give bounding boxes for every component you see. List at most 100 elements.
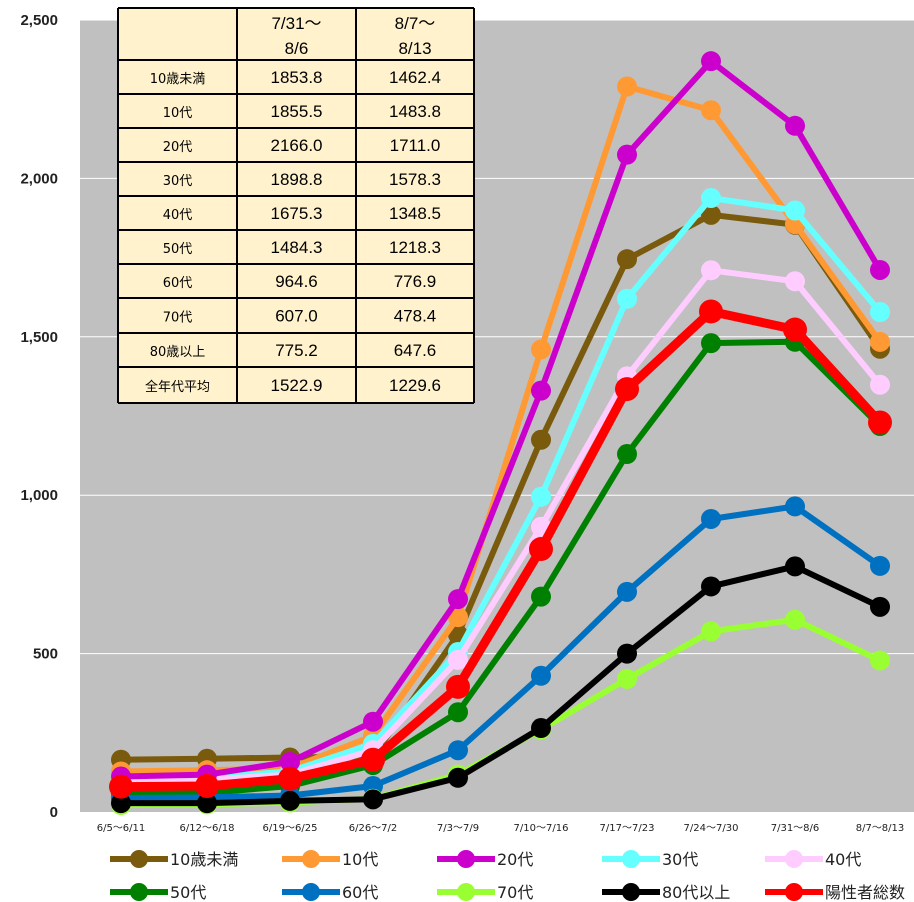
table-cell: 1229.6: [389, 376, 441, 395]
data-point: [531, 665, 551, 686]
legend-swatch-marker: [457, 883, 475, 901]
data-point: [531, 429, 551, 450]
table-cell: 1855.5: [271, 102, 323, 121]
legend-swatch-marker: [130, 883, 148, 901]
legend-label: 10代: [342, 850, 378, 869]
table-cell: 2166.0: [271, 136, 323, 155]
data-point: [785, 115, 805, 136]
data-point: [448, 702, 468, 723]
data-point: [870, 331, 890, 352]
table-cell: 776.9: [394, 272, 437, 291]
data-point: [361, 747, 385, 772]
legend: 10歳未満 10代 20代 30代 40代 50代 60代 70代 80代以上 陽性者総数: [110, 850, 905, 902]
data-point: [448, 589, 468, 610]
legend-item: 陽性者総数: [765, 883, 905, 902]
data-point: [699, 299, 723, 324]
legend-label: 40代: [825, 850, 861, 869]
data-point: [617, 249, 637, 270]
data-point: [195, 774, 219, 799]
data-point: [278, 766, 302, 791]
data-point: [617, 643, 637, 664]
x-tick-label: 7/24～7/30: [684, 823, 739, 834]
legend-swatch-marker: [785, 883, 803, 901]
legend-swatch-marker: [785, 850, 803, 868]
legend-label: 20代: [497, 850, 533, 869]
data-point: [617, 668, 637, 689]
data-point: [870, 301, 890, 322]
legend-item: 80代以上: [602, 883, 730, 902]
data-point: [617, 144, 637, 165]
series-line: [120, 267, 883, 784]
data-point: [446, 674, 470, 699]
legend-swatch-marker: [302, 883, 320, 901]
data-point: [701, 204, 721, 225]
legend-swatch-marker: [622, 883, 640, 901]
table-header-cell: 7/31～: [271, 14, 321, 33]
table-row-label: 70代: [163, 311, 193, 326]
x-tick-label: 7/3～7/9: [437, 823, 479, 834]
legend-label: 50代: [170, 883, 206, 902]
data-point: [868, 410, 892, 435]
table-row-label: 40代: [163, 208, 193, 223]
data-point: [785, 496, 805, 517]
table-cell: 1853.8: [271, 68, 323, 87]
data-point: [701, 100, 721, 121]
legend-item: 60代: [282, 883, 378, 902]
legend-item: 10歳未満: [110, 850, 238, 869]
data-point: [531, 339, 551, 360]
table-row-label: 10代: [163, 106, 193, 121]
table-cell: 1675.3: [271, 204, 323, 223]
data-point: [785, 609, 805, 630]
data-point: [870, 259, 890, 280]
data-point: [870, 650, 890, 671]
legend-item: 20代: [437, 850, 533, 869]
data-point: [529, 537, 553, 562]
legend-label: 30代: [662, 850, 698, 869]
data-point: [783, 317, 807, 342]
table-cell: 1522.9: [271, 376, 323, 395]
data-point: [111, 793, 131, 814]
legend-label: 80代以上: [662, 883, 730, 902]
data-point: [617, 444, 637, 465]
legend-label: 陽性者総数: [825, 883, 905, 902]
data-point: [785, 271, 805, 292]
legend-label: 10歳未満: [170, 850, 238, 869]
data-point: [701, 260, 721, 281]
legend-swatch-marker: [622, 850, 640, 868]
data-point: [448, 649, 468, 670]
data-point: [531, 380, 551, 401]
data-table: 7/31～ 8/6 8/7～ 8/13 10歳未満 1853.8 1462.4 10代 1855…: [117, 7, 475, 404]
data-point: [531, 718, 551, 739]
x-tick-label: 6/19～6/25: [263, 823, 318, 834]
data-point: [701, 508, 721, 529]
table-cell: 1348.5: [389, 204, 441, 223]
data-point: [280, 790, 300, 811]
table-row-label: 30代: [163, 174, 193, 189]
series-line: [120, 58, 883, 780]
y-tick-label: 500: [33, 646, 58, 663]
y-tick-label: 1,500: [20, 329, 58, 346]
data-point: [701, 621, 721, 642]
y-tick-label: 2,500: [20, 12, 58, 29]
x-tick-label: 8/7～8/13: [856, 823, 905, 834]
data-point: [785, 556, 805, 577]
data-point: [280, 751, 300, 772]
data-point: [197, 793, 217, 814]
x-tick-label: 6/26～7/2: [349, 823, 398, 834]
series-line: [121, 563, 882, 807]
x-tick-label: 6/5～6/11: [97, 823, 146, 834]
y-tick-label: 2,000: [20, 170, 58, 187]
data-point: [531, 486, 551, 507]
table-cell: 1483.8: [389, 102, 441, 121]
x-tick-label: 7/17～7/23: [600, 823, 655, 834]
legend-label: 70代: [497, 883, 533, 902]
table-row-label: 60代: [163, 276, 193, 291]
series-line: [120, 307, 884, 792]
table-row-label: 20代: [163, 140, 193, 155]
table-cell: 1462.4: [389, 68, 441, 87]
data-point: [870, 596, 890, 617]
table-cell: 478.4: [394, 307, 437, 326]
data-point: [617, 581, 637, 602]
